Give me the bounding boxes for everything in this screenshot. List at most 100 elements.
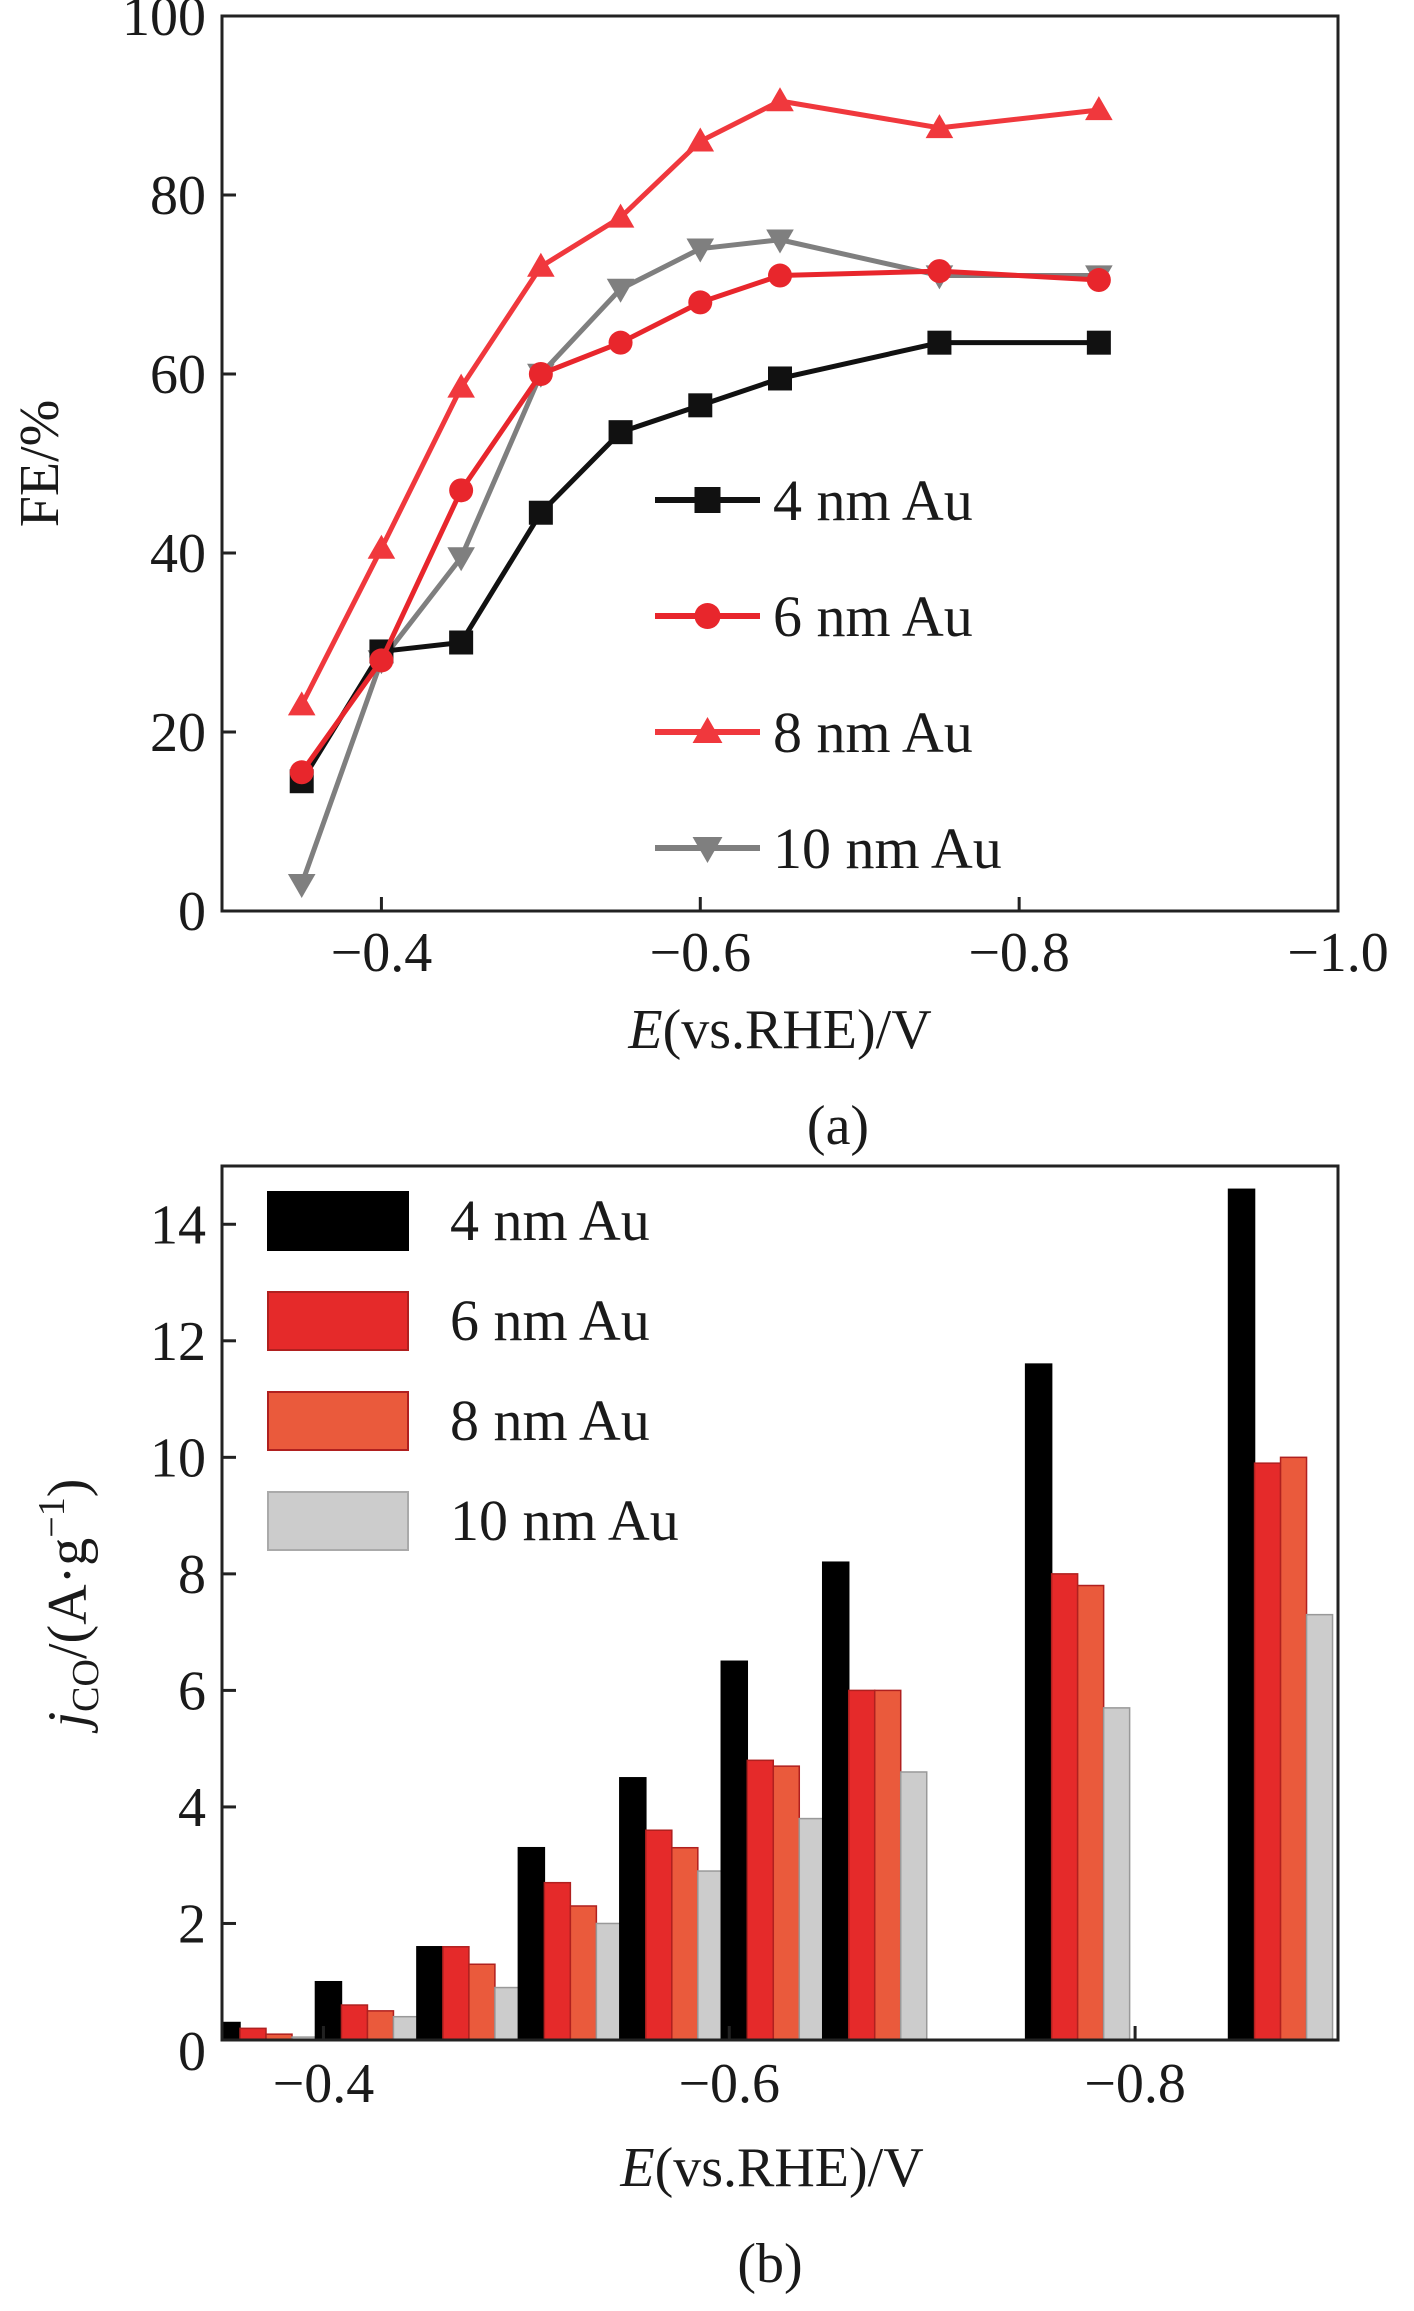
series-6-nm-au [289, 259, 1111, 785]
data-point [768, 366, 792, 391]
x-tick-label: −0.8 [1084, 2053, 1186, 2115]
x-axis-label-italic: E [619, 2137, 654, 2199]
y-tick-label: 80 [150, 165, 206, 227]
panel-b-jco-bar-chart: 0 2 4 6 8 10 12 14 −0.4 −0.6 −0.8 jCO/(A·g−1) E(vs.R… [31, 1164, 1340, 2295]
data-point [369, 648, 394, 673]
data-point [289, 760, 314, 785]
series-8-nm-au [287, 87, 1113, 716]
data-point [367, 534, 396, 559]
x-tick-label: −1.0 [1287, 922, 1389, 984]
data-point [449, 630, 474, 655]
y-axis-label-italic: j [37, 1712, 99, 1734]
y-tick-label: 40 [150, 523, 206, 585]
series-line [299, 268, 1099, 774]
data-point [688, 290, 713, 315]
data-point [528, 500, 553, 525]
x-axis-label-italic: E [627, 999, 662, 1061]
legend-swatch [267, 1291, 409, 1351]
data-point [927, 259, 952, 284]
y-axis-label-sub: CO [65, 1659, 107, 1712]
data-point [606, 278, 635, 303]
data-point [766, 87, 794, 112]
data-point [768, 263, 792, 288]
bar [671, 1846, 699, 2040]
legend-label: 10 nm Au [450, 1488, 679, 1553]
legend: 4 nm Au 6 nm Au 8 nm Au 10 nm Au [267, 1188, 679, 1553]
plot-frame [220, 1164, 1340, 2042]
bar [222, 2021, 241, 2040]
data-point [688, 393, 713, 418]
legend: 4 nm Au 6 nm Au 8 nm Au 10 nm Au [655, 468, 1002, 881]
series-line [299, 237, 1099, 885]
bar [366, 2010, 395, 2040]
y-tick-label: 0 [178, 2021, 206, 2083]
data-point [927, 330, 952, 355]
bar [798, 1817, 827, 2040]
data-point [606, 203, 635, 228]
legend-swatch [267, 1491, 409, 1551]
x-axis-label-rest: (vs.RHE)/V [655, 2137, 924, 2199]
y-tick-label: 0 [178, 881, 206, 943]
y-axis-label-sup: −1 [31, 1497, 73, 1537]
y-tick-label: 14 [150, 1194, 206, 1256]
legend-item: 6 nm Au [655, 584, 973, 649]
panel-label: (a) [807, 1095, 869, 1157]
data-point [528, 362, 553, 386]
legend-item: 10 nm Au [267, 1488, 679, 1553]
legend-label: 6 nm Au [450, 1288, 650, 1353]
legend-swatch [267, 1191, 409, 1251]
legend-item: 4 nm Au [655, 468, 973, 533]
data-point [287, 691, 316, 716]
data-point [287, 873, 316, 898]
legend-label: 6 nm Au [773, 584, 973, 649]
series-10-nm-au [287, 229, 1113, 898]
data-point [608, 420, 633, 445]
bar [543, 1881, 572, 2040]
bar [1102, 1707, 1131, 2040]
data-point [1086, 268, 1111, 293]
bar [468, 1963, 496, 2040]
legend-label: 8 nm Au [450, 1388, 650, 1453]
panel-a-fe-line-chart: 0 20 40 60 80 100 −0.4 −0.6 −0.8 −1.0 FE/% E(vs.RHE… [9, 0, 1389, 1157]
legend-item: 6 nm Au [267, 1288, 650, 1353]
y-tick-label: 6 [178, 1660, 206, 1722]
bar [821, 1561, 850, 2040]
bar [595, 1922, 624, 2040]
bar [569, 1905, 598, 2040]
data-point [608, 330, 633, 355]
legend-item: 4 nm Au [267, 1188, 650, 1253]
y-axis-label-close: ) [37, 1479, 99, 1498]
legend-marker [692, 717, 723, 744]
legend-item: 10 nm Au [655, 816, 1002, 881]
legend-marker [694, 603, 721, 629]
bar [1279, 1456, 1308, 2040]
data-point [527, 252, 555, 277]
legend-item: 8 nm Au [267, 1388, 650, 1453]
bar [697, 1870, 725, 2040]
bar [340, 2004, 369, 2040]
bar [746, 1759, 775, 2040]
data-point [925, 114, 954, 139]
bar [847, 1689, 876, 2040]
bar [1050, 1573, 1079, 2040]
bar [442, 1946, 470, 2040]
data-point [447, 373, 475, 398]
plot-frame [220, 14, 1340, 913]
x-tick-label: −0.8 [968, 922, 1070, 984]
legend-swatch [267, 1391, 409, 1451]
data-point [766, 229, 794, 254]
bar [1253, 1462, 1282, 2040]
y-tick-label: 8 [178, 1544, 206, 1606]
y-axis-label: jCO/(A·g−1) [31, 1479, 107, 1734]
legend-label: 4 nm Au [450, 1188, 650, 1253]
bar [1227, 1188, 1256, 2040]
x-tick-label: −0.6 [678, 2053, 780, 2115]
data-point [1086, 330, 1111, 355]
y-tick-label: 4 [178, 1777, 206, 1839]
series-4-nm-au [289, 330, 1111, 794]
y-axis-label: FE/% [9, 400, 71, 528]
bar [1076, 1584, 1105, 2040]
x-tick-label: −0.6 [649, 922, 751, 984]
bar [772, 1765, 801, 2040]
